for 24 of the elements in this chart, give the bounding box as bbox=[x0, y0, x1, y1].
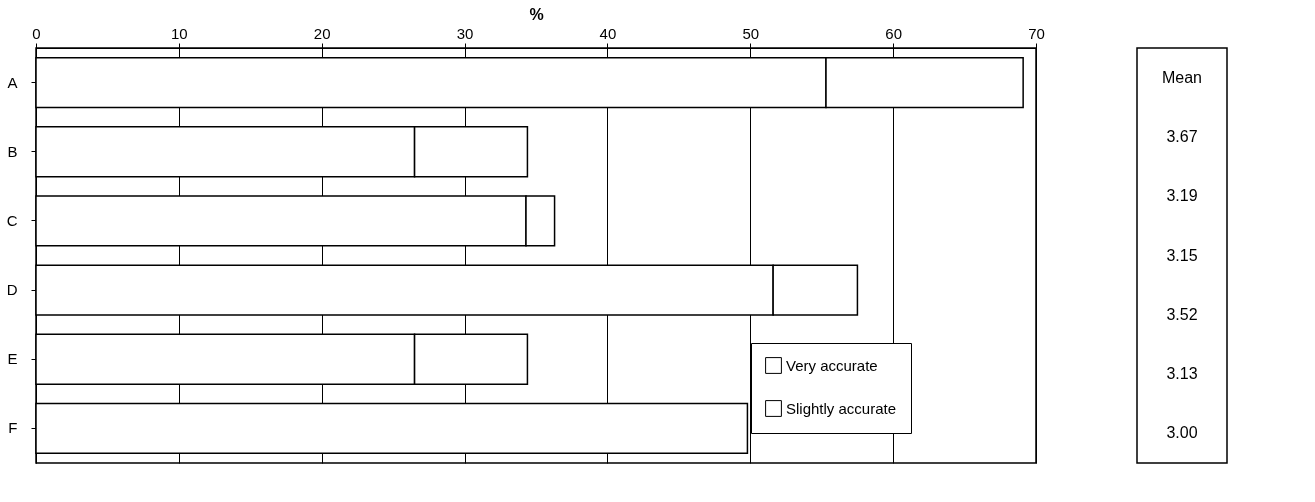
text: 3.13 bbox=[1166, 365, 1198, 383]
text: 3.52 bbox=[1166, 305, 1198, 323]
y-tick-label: C bbox=[6, 211, 18, 229]
text: 3.15 bbox=[1166, 246, 1198, 264]
y-tick-label: A bbox=[7, 73, 18, 91]
x-tick-label: 0 bbox=[32, 24, 41, 42]
y-tick-label: D bbox=[6, 281, 18, 299]
x-tick-label: 30 bbox=[456, 24, 474, 42]
y-tick-label: B bbox=[7, 142, 18, 160]
x-tick-label: 10 bbox=[171, 24, 188, 42]
text: Mean bbox=[1161, 68, 1203, 86]
y-tick-label: F bbox=[8, 419, 18, 437]
y-tick-label: E bbox=[7, 350, 18, 368]
x-tick-label: 60 bbox=[885, 24, 902, 42]
text: 3.19 bbox=[1166, 187, 1198, 205]
x-tick-label: 70 bbox=[1028, 24, 1045, 42]
x-tick-label: 50 bbox=[742, 24, 760, 42]
x-axis-title: % bbox=[529, 5, 544, 23]
text: 3.67 bbox=[1166, 127, 1198, 145]
legend-label: Very accurate bbox=[786, 356, 878, 374]
text: 3.00 bbox=[1166, 424, 1198, 442]
legend-label: Slightly accurate bbox=[786, 399, 897, 417]
x-tick-label: 40 bbox=[599, 24, 617, 42]
x-tick-label: 20 bbox=[313, 24, 331, 42]
